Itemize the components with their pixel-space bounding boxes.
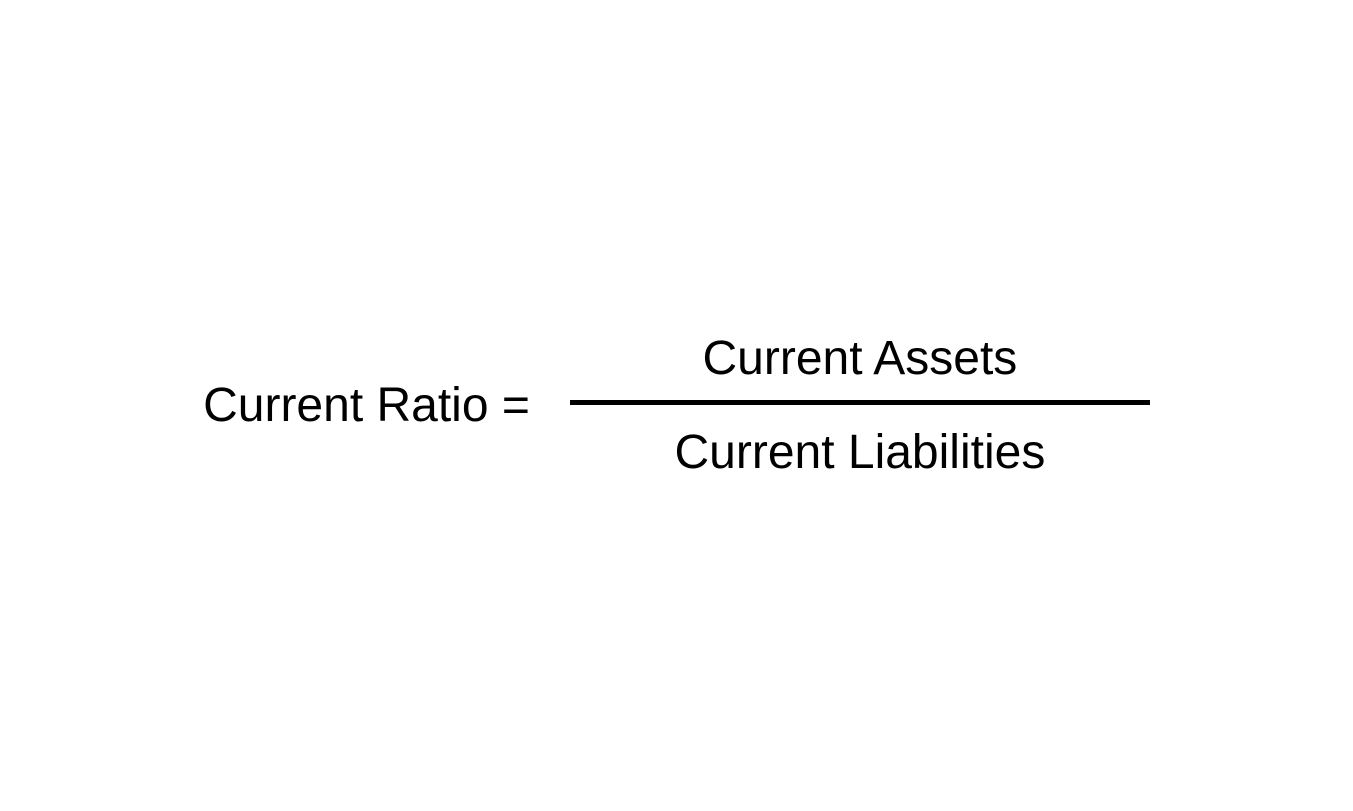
formula-denominator: Current Liabilities: [674, 405, 1045, 480]
formula-fraction: Current Assets Current Liabilities: [570, 331, 1150, 480]
formula-numerator: Current Assets: [703, 331, 1018, 400]
formula-lhs: Current Ratio =: [203, 378, 530, 433]
formula-container: Current Ratio = Current Assets Current L…: [203, 331, 1150, 480]
